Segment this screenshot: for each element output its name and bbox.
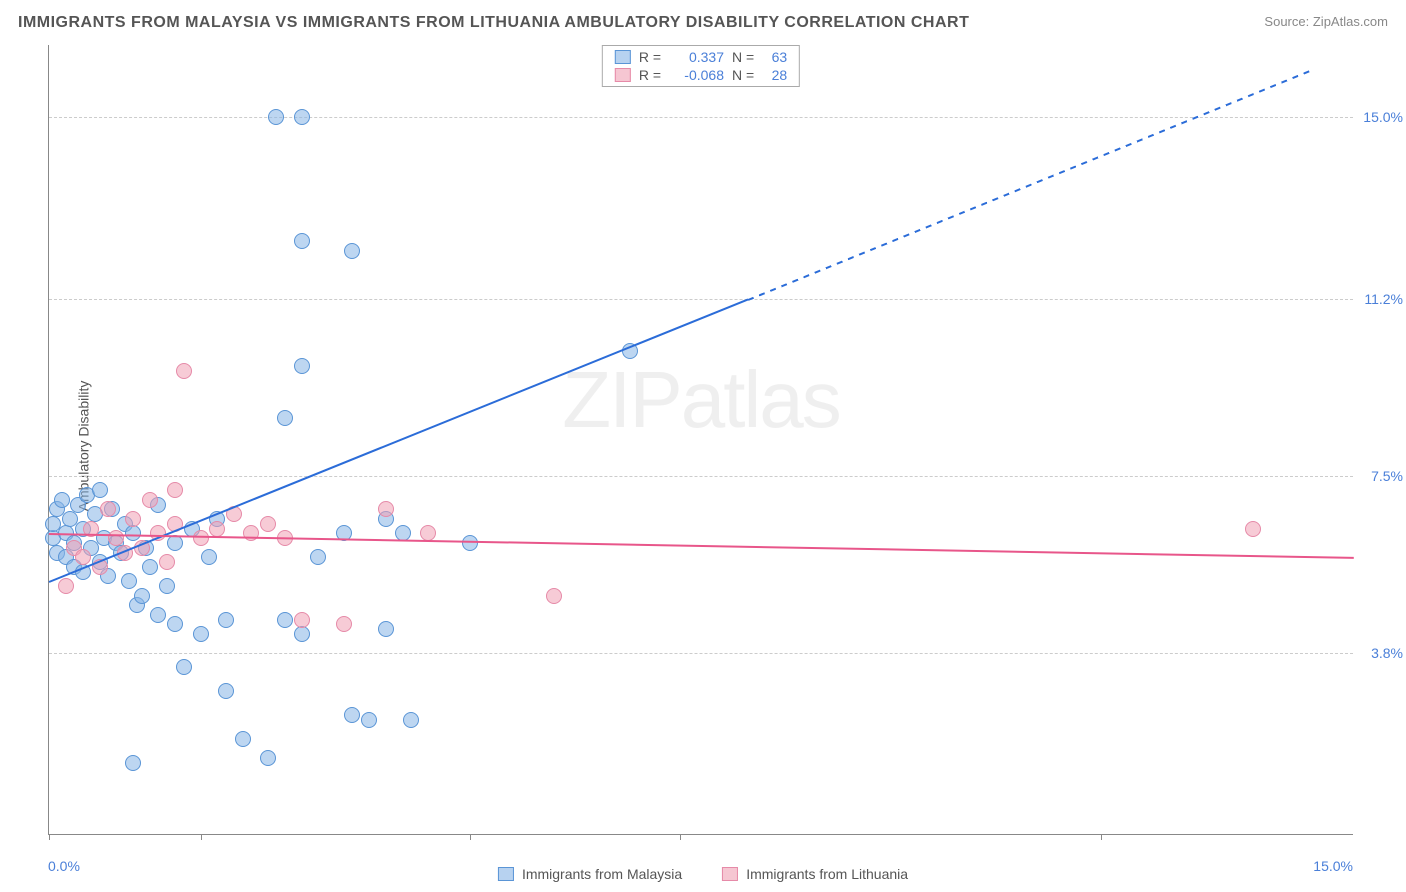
x-axis-min-label: 0.0% [48,858,80,874]
scatter-point [193,530,209,546]
legend-swatch-pink-icon [722,867,738,881]
scatter-point [159,554,175,570]
scatter-point [310,549,326,565]
scatter-point [277,410,293,426]
y-tick-label: 3.8% [1371,645,1403,661]
trend-line [747,69,1312,301]
scatter-point [294,233,310,249]
n-label-2: N = [732,67,754,83]
legend-item-lithuania: Immigrants from Lithuania [722,866,908,882]
scatter-point [462,535,478,551]
source-name: ZipAtlas.com [1313,14,1388,29]
scatter-point [54,492,70,508]
scatter-point [235,731,251,747]
n-value-malaysia: 63 [762,49,787,65]
scatter-point [159,578,175,594]
legend-label-lithuania: Immigrants from Lithuania [746,866,908,882]
scatter-point [58,578,74,594]
r-label-2: R = [639,67,661,83]
legend-label-malaysia: Immigrants from Malaysia [522,866,682,882]
x-tick [201,834,202,840]
scatter-point [218,683,234,699]
x-axis-max-label: 15.0% [1313,858,1353,874]
scatter-point [134,588,150,604]
y-tick-label: 7.5% [1371,468,1403,484]
gridline [49,117,1353,118]
scatter-point [176,659,192,675]
scatter-point [209,521,225,537]
scatter-point [294,358,310,374]
y-tick-label: 11.2% [1364,291,1403,307]
scatter-point [403,712,419,728]
watermark: ZIPatlas [562,354,839,446]
scatter-point [294,626,310,642]
scatter-point [546,588,562,604]
scatter-point [344,707,360,723]
plot-area: ZIPatlas 3.8%7.5%11.2%15.0% R = 0.337 N … [48,45,1353,835]
swatch-pink-icon [615,68,631,82]
scatter-point [150,607,166,623]
r-value-lithuania: -0.068 [669,67,724,83]
scatter-point [167,616,183,632]
gridline [49,476,1353,477]
scatter-point [193,626,209,642]
scatter-point [378,621,394,637]
legend-item-malaysia: Immigrants from Malaysia [498,866,682,882]
scatter-point [167,482,183,498]
y-tick-label: 15.0% [1363,109,1403,125]
r-value-malaysia: 0.337 [669,49,724,65]
scatter-point [142,559,158,575]
source-attribution: Source: ZipAtlas.com [1264,14,1388,29]
x-tick [1101,834,1102,840]
legend: Immigrants from Malaysia Immigrants from… [498,866,908,882]
stats-row-malaysia: R = 0.337 N = 63 [603,48,799,66]
scatter-point [294,109,310,125]
scatter-point [1245,521,1261,537]
gridline [49,653,1353,654]
scatter-point [125,511,141,527]
scatter-point [277,612,293,628]
n-value-lithuania: 28 [762,67,787,83]
scatter-point [378,501,394,517]
scatter-point [121,573,137,589]
scatter-point [201,549,217,565]
chart-container: IMMIGRANTS FROM MALAYSIA VS IMMIGRANTS F… [0,0,1406,892]
scatter-point [294,612,310,628]
gridline [49,299,1353,300]
scatter-point [142,492,158,508]
scatter-point [260,750,276,766]
r-label: R = [639,49,661,65]
scatter-point [176,363,192,379]
scatter-point [100,501,116,517]
scatter-point [336,616,352,632]
x-tick [680,834,681,840]
scatter-point [344,243,360,259]
scatter-point [218,612,234,628]
scatter-point [75,549,91,565]
scatter-point [361,712,377,728]
scatter-point [243,525,259,541]
n-label: N = [732,49,754,65]
scatter-point [92,482,108,498]
x-tick [49,834,50,840]
scatter-point [260,516,276,532]
legend-swatch-blue-icon [498,867,514,881]
scatter-point [125,755,141,771]
trend-line [49,533,1354,559]
stats-row-lithuania: R = -0.068 N = 28 [603,66,799,84]
chart-title: IMMIGRANTS FROM MALAYSIA VS IMMIGRANTS F… [18,14,969,32]
x-tick [470,834,471,840]
stats-box: R = 0.337 N = 63 R = -0.068 N = 28 [602,45,800,87]
swatch-blue-icon [615,50,631,64]
source-label: Source: [1264,14,1309,29]
scatter-point [268,109,284,125]
